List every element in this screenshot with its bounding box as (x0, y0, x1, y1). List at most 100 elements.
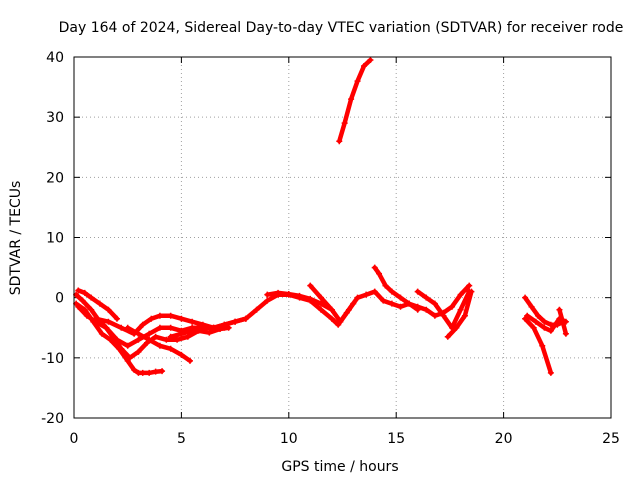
y-tick-label: 30 (46, 110, 64, 126)
data-point (174, 336, 181, 343)
y-tick-label: -20 (41, 411, 64, 427)
data-point (156, 342, 163, 349)
data-point (167, 312, 174, 319)
data-point (75, 303, 82, 310)
data-point (547, 327, 554, 334)
data-point (388, 288, 395, 295)
data-point (156, 312, 163, 319)
data-point (113, 336, 120, 343)
data-point (382, 282, 389, 289)
data-point (98, 330, 105, 337)
y-tick-labels: -20 -10 0 10 20 30 40 (41, 50, 64, 427)
data-point (307, 295, 314, 302)
data-point (232, 318, 239, 325)
data-point (178, 315, 185, 322)
data-point (371, 288, 378, 295)
data-point (96, 300, 103, 307)
y-tick-label: 20 (46, 170, 64, 186)
data-point (186, 357, 193, 364)
data-point (135, 336, 142, 343)
data-point (189, 327, 196, 334)
data-point (139, 321, 146, 328)
data-point (148, 315, 155, 322)
data-point (178, 330, 185, 337)
data-point (167, 345, 174, 352)
data-point (534, 312, 541, 319)
data-point (541, 318, 548, 325)
data-point (397, 294, 404, 301)
data-point (328, 315, 335, 322)
data-point (461, 312, 468, 319)
data-point (88, 306, 95, 313)
data-point (318, 294, 325, 301)
y-tick-label: 40 (46, 50, 64, 66)
data-point (423, 294, 430, 301)
data-point (354, 78, 361, 85)
data-point (562, 330, 569, 337)
data-point (376, 270, 383, 277)
data-point (131, 366, 138, 373)
data-point (81, 289, 88, 296)
data-point (453, 324, 460, 331)
data-point (124, 324, 131, 331)
data-point (539, 342, 546, 349)
series-track-l (444, 288, 475, 340)
data-point (210, 324, 217, 331)
data-point (88, 294, 95, 301)
data-point (530, 324, 537, 331)
series-track-h (264, 289, 335, 313)
data-point (541, 324, 548, 331)
data-point (221, 321, 228, 328)
data-point (318, 306, 325, 313)
data-point (318, 300, 325, 307)
data-point (206, 329, 213, 336)
data-point (423, 306, 430, 313)
data-point (296, 292, 303, 299)
data-point (468, 288, 475, 295)
data-point (124, 342, 131, 349)
data-point (105, 306, 112, 313)
data-point (431, 300, 438, 307)
y-tick-label: -10 (41, 351, 64, 367)
data-point (152, 368, 159, 375)
data-point (105, 318, 112, 325)
data-point (139, 369, 146, 376)
grid (73, 56, 612, 419)
series-track-q (556, 306, 569, 337)
data-point (307, 282, 314, 289)
data-point (167, 333, 174, 340)
x-tick-label: 5 (177, 431, 186, 447)
data-point (345, 306, 352, 313)
data-point (532, 318, 539, 325)
data-point (449, 303, 456, 310)
data-point (444, 333, 451, 340)
x-tick-label: 15 (387, 431, 405, 447)
data-series (73, 57, 569, 376)
data-point (135, 348, 142, 355)
data-point (360, 63, 367, 70)
data-point (414, 288, 421, 295)
data-point (522, 294, 529, 301)
data-point (83, 312, 90, 319)
data-point (92, 315, 99, 322)
data-point (328, 306, 335, 313)
data-point (264, 291, 271, 298)
data-point (337, 318, 344, 325)
y-tick-label: 10 (46, 231, 64, 247)
data-point (397, 303, 404, 310)
data-point (118, 345, 125, 352)
data-point (146, 336, 153, 343)
data-point (163, 336, 170, 343)
data-point (363, 291, 370, 298)
x-tick-label: 0 (70, 431, 79, 447)
data-point (178, 351, 185, 358)
data-point (406, 300, 413, 307)
series-trace (522, 316, 554, 376)
data-point (152, 333, 159, 340)
data-point (135, 330, 142, 337)
x-tick-label: 10 (280, 431, 298, 447)
data-point (118, 324, 125, 331)
data-point (146, 369, 153, 376)
data-point (146, 330, 153, 337)
y-axis-label: SDTVAR / TECUs (8, 181, 24, 296)
